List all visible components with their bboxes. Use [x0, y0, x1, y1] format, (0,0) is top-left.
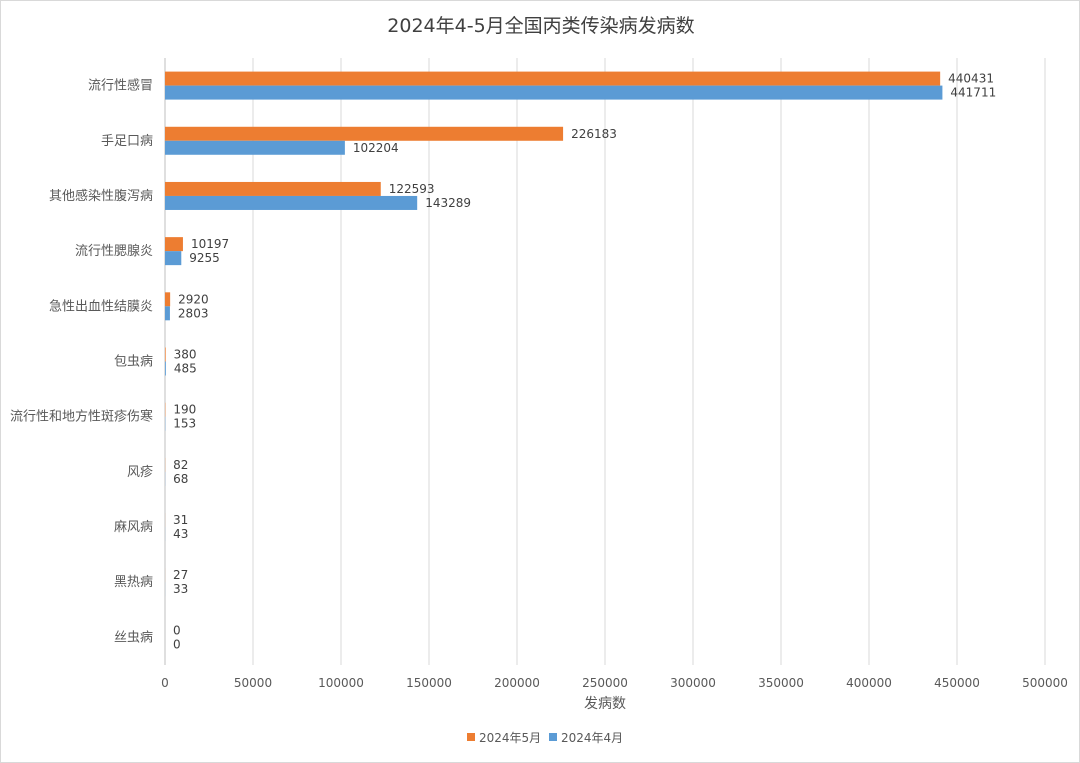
data-label: 440431 [948, 72, 994, 86]
x-tick-label: 100000 [318, 676, 364, 690]
data-label: 102204 [353, 141, 399, 155]
x-tick-label: 0 [161, 676, 169, 690]
x-tick-label: 150000 [406, 676, 452, 690]
x-tick-label: 250000 [582, 676, 628, 690]
bar-april [165, 251, 182, 266]
category-label: 急性出血性结膜炎 [49, 299, 153, 314]
category-label: 流行性腮腺炎 [75, 244, 153, 259]
category-label: 丝虫病 [114, 630, 153, 645]
category-label: 流行性感冒 [88, 78, 153, 94]
bar-april [165, 361, 166, 376]
data-label: 122593 [389, 182, 435, 196]
data-label: 190 [173, 403, 196, 417]
bar-may [165, 347, 166, 362]
grid-lines [164, 58, 1046, 665]
data-label: 226183 [571, 127, 617, 141]
data-label: 2803 [178, 306, 209, 320]
x-tick-label: 450000 [934, 676, 980, 690]
legend-swatch [467, 733, 475, 741]
x-tick-label: 300000 [670, 676, 716, 690]
category-label: 流行性和地方性斑疹伤寒 [10, 409, 153, 425]
data-label: 2920 [178, 292, 209, 306]
category-label: 手足口病 [101, 134, 153, 149]
category-label: 麻风病 [114, 520, 153, 535]
bar-may [165, 181, 381, 196]
data-label: 43 [173, 527, 188, 541]
bar-april [165, 306, 170, 321]
x-tick-labels: 0 50000 100000 150000 200000 250000 300000 3500… [161, 676, 1068, 690]
data-label: 31 [173, 513, 188, 527]
bar-may [165, 237, 183, 252]
x-tick-label: 500000 [1022, 676, 1068, 690]
data-label: 82 [173, 458, 188, 472]
legend-label: 2024年4月 [561, 731, 623, 745]
data-label: 143289 [425, 196, 471, 210]
data-label: 441711 [950, 86, 996, 100]
bar-may [165, 292, 171, 307]
x-axis-label: 发病数 [584, 696, 626, 712]
x-tick-label: 200000 [494, 676, 540, 690]
data-label: 9255 [189, 251, 220, 265]
data-label: 68 [173, 472, 188, 486]
x-tick-label: 50000 [234, 676, 272, 690]
category-label: 风疹 [127, 464, 153, 480]
bar-may [165, 71, 941, 86]
legend-label: 2024年5月 [479, 731, 541, 745]
category-label: 其他感染性腹泻病 [49, 188, 153, 204]
data-label: 380 [174, 348, 197, 362]
data-label: 0 [173, 623, 181, 637]
bar-may [165, 126, 564, 141]
category-label: 黑热病 [114, 575, 153, 590]
bar-april [165, 85, 943, 100]
x-tick-label: 400000 [846, 676, 892, 690]
data-label: 10197 [191, 237, 229, 251]
bar-april [165, 195, 418, 210]
data-label: 153 [173, 417, 196, 431]
category-labels: 流行性感冒手足口病其他感染性腹泻病流行性腮腺炎急性出血性结膜炎包虫病流行性和地方… [10, 78, 153, 646]
data-label: 27 [173, 568, 188, 582]
data-label: 0 [173, 637, 181, 651]
data-label: 485 [174, 362, 197, 376]
x-tick-label: 350000 [758, 676, 804, 690]
category-label: 包虫病 [114, 355, 153, 370]
chart-title: 2024年4-5月全国丙类传染病发病数 [387, 15, 694, 37]
legend: 2024年5月 2024年4月 [467, 731, 623, 745]
legend-swatch [549, 733, 557, 741]
data-label: 33 [173, 582, 188, 596]
bar-april [165, 140, 345, 155]
